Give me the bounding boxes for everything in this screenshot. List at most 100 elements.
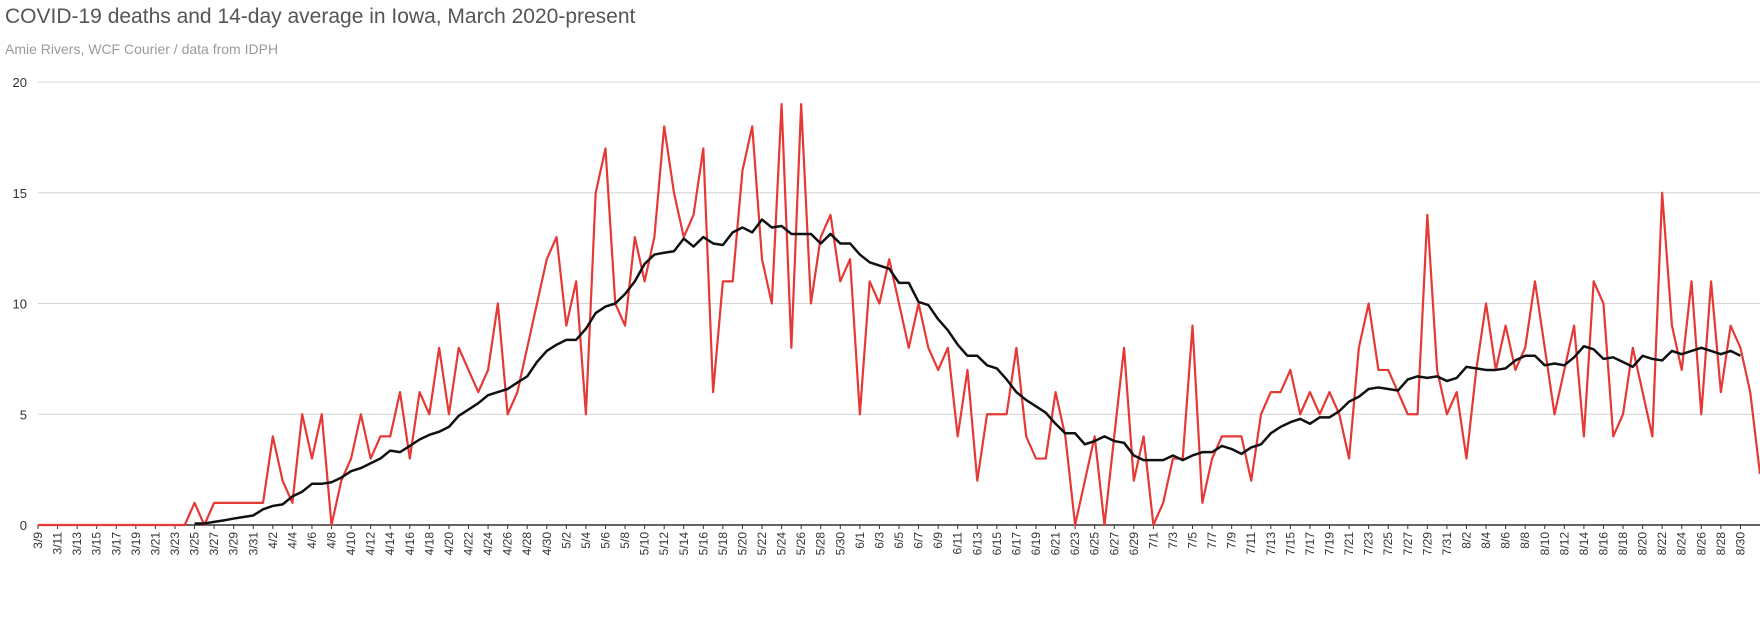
x-tick-label: 3/11 (51, 532, 65, 555)
x-tick-label: 3/27 (207, 532, 221, 556)
x-tick-label: 8/18 (1616, 532, 1630, 556)
x-tick-label: 4/10 (344, 532, 358, 556)
chart-subtitle: Amie Rivers, WCF Courier / data from IDP… (5, 41, 279, 57)
x-tick-label: 5/14 (677, 532, 691, 556)
y-tick-label: 10 (13, 297, 27, 312)
x-tick-label: 8/16 (1596, 532, 1610, 556)
x-tick-label: 8/26 (1694, 532, 1708, 556)
x-tick-label: 3/9 (31, 532, 45, 549)
x-tick-label: 7/23 (1362, 532, 1376, 556)
x-tick-label: 3/23 (168, 532, 182, 556)
x-tick-label: 6/25 (1088, 532, 1102, 556)
x-tick-label: 5/8 (618, 532, 632, 549)
x-tick-label: 4/12 (364, 532, 378, 556)
x-tick-label: 5/22 (755, 532, 769, 556)
y-axis-tick-labels: 0 5 10 15 20 (13, 75, 27, 533)
x-tick-label: 6/5 (892, 532, 906, 549)
x-tick-label: 6/9 (931, 532, 945, 549)
x-tick-label: 8/24 (1675, 532, 1689, 556)
x-tick-label: 3/25 (188, 532, 202, 556)
x-tick-label: 6/17 (1009, 532, 1023, 556)
x-tick-label: 7/7 (1205, 532, 1219, 549)
x-tick-label: 3/15 (90, 532, 104, 556)
x-tick-label: 4/14 (383, 532, 397, 556)
x-tick-label: 3/21 (148, 532, 162, 556)
x-tick-label: 8/22 (1655, 532, 1669, 556)
x-tick-label: 5/16 (696, 532, 710, 556)
x-tick-label: 3/17 (109, 532, 123, 556)
x-tick-label: 6/27 (1107, 532, 1121, 556)
x-tick-label: 6/13 (970, 532, 984, 556)
x-tick-label: 4/8 (325, 532, 339, 549)
x-tick-label: 4/22 (462, 532, 476, 556)
x-tick-label: 8/28 (1714, 532, 1728, 556)
x-tick-label: 4/28 (520, 532, 534, 556)
x-tick-label: 3/13 (70, 532, 84, 556)
x-tick-label: 8/2 (1459, 532, 1473, 549)
x-tick-label: 8/20 (1636, 532, 1650, 556)
x-tick-label: 7/25 (1381, 532, 1395, 556)
x-tick-label: 8/14 (1577, 532, 1591, 556)
y-tick-label: 5 (20, 407, 27, 422)
x-tick-label: 8/12 (1557, 532, 1571, 556)
x-tick-label: 6/19 (1029, 532, 1043, 556)
x-tick-label: 4/20 (442, 532, 456, 556)
deaths-line (38, 103, 1760, 527)
x-tick-label: 7/13 (1264, 532, 1278, 556)
x-tick-label: 7/15 (1283, 532, 1297, 556)
x-tick-label: 6/1 (853, 532, 867, 549)
x-tick-label: 5/4 (579, 532, 593, 549)
x-tick-label: 5/26 (794, 532, 808, 556)
x-tick-label: 7/19 (1323, 532, 1337, 556)
chart-series (38, 103, 1760, 527)
x-tick-label: 5/6 (598, 532, 612, 549)
x-tick-label: 5/30 (833, 532, 847, 556)
x-tick-label: 6/23 (1068, 532, 1082, 556)
x-tick-label: 4/4 (285, 532, 299, 549)
chart-title: COVID-19 deaths and 14-day average in Io… (5, 5, 636, 28)
x-tick-label: 7/1 (1146, 532, 1160, 549)
x-tick-label: 7/17 (1303, 532, 1317, 556)
x-tick-label: 4/24 (481, 532, 495, 556)
x-tick-label: 6/21 (1049, 532, 1063, 556)
x-tick-label: 8/4 (1479, 532, 1493, 549)
x-tick-label: 6/29 (1127, 532, 1141, 556)
x-tick-label: 5/10 (638, 532, 652, 556)
x-tick-label: 5/28 (814, 532, 828, 556)
x-tick-label: 4/26 (501, 532, 515, 556)
x-tick-label: 6/15 (990, 532, 1004, 556)
x-tick-label: 7/3 (1166, 532, 1180, 549)
x-tick-label: 6/3 (872, 532, 886, 549)
x-tick-label: 8/6 (1499, 532, 1513, 549)
x-tick-label: 7/11 (1244, 532, 1258, 555)
x-tick-label: 7/9 (1225, 532, 1239, 549)
x-tick-label: 6/11 (951, 532, 965, 555)
x-tick-label: 7/5 (1186, 532, 1200, 549)
x-tick-label: 3/31 (246, 532, 260, 556)
x-tick-label: 5/20 (735, 532, 749, 556)
x-tick-label: 3/19 (129, 532, 143, 556)
y-tick-label: 20 (13, 75, 27, 90)
average-line (194, 218, 1741, 525)
x-tick-label: 5/2 (559, 532, 573, 549)
x-tick-label: 8/10 (1538, 532, 1552, 556)
x-tick-label: 5/18 (716, 532, 730, 556)
x-tick-label: 4/6 (305, 532, 319, 549)
x-tick-label: 7/21 (1342, 532, 1356, 556)
x-tick-label: 6/7 (912, 532, 926, 549)
x-tick-label: 8/30 (1733, 532, 1747, 556)
x-tick-label: 4/2 (266, 532, 280, 549)
x-tick-label: 5/24 (775, 532, 789, 556)
x-tick-label: 8/8 (1518, 532, 1532, 549)
x-tick-label: 7/31 (1440, 532, 1454, 556)
x-tick-label: 4/16 (403, 532, 417, 556)
x-axis-tick-labels: 3/9 3/11 3/13 3/15 3/17 3/19 3/21 3/23 3/25 3/27 3… (31, 525, 1747, 555)
y-tick-label: 0 (20, 518, 27, 533)
x-tick-label: 4/18 (422, 532, 436, 556)
y-tick-label: 15 (13, 186, 27, 201)
x-tick-label: 5/12 (657, 532, 671, 556)
x-tick-label: 7/29 (1420, 532, 1434, 556)
x-tick-label: 4/30 (540, 532, 554, 556)
x-tick-label: 3/29 (227, 532, 241, 556)
